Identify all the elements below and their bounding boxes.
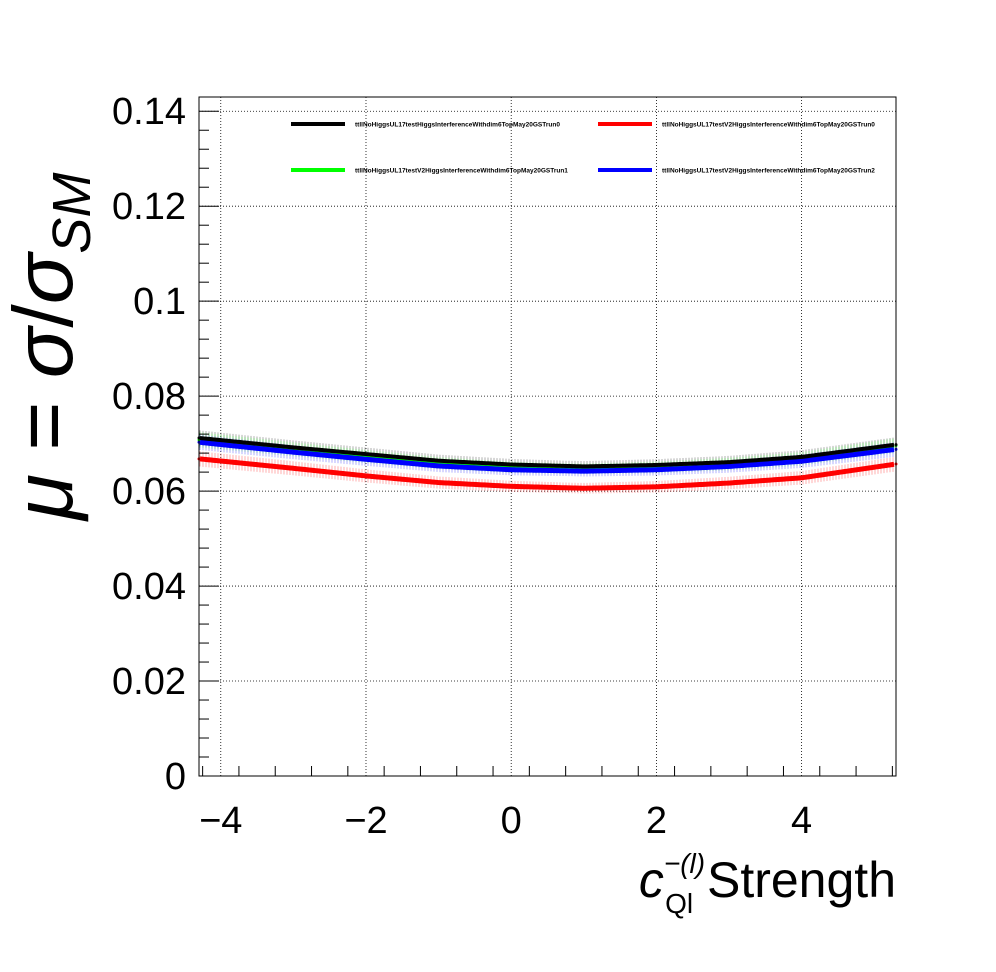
x-tick-label: 2 — [646, 800, 667, 842]
data-point — [800, 455, 804, 459]
y-axis-title-sigma2: σ — [0, 250, 90, 304]
error-bands — [199, 430, 894, 494]
data-point — [364, 474, 368, 478]
legend-label: ttllNoHiggsUL17testHiggsInterferenceWith… — [355, 122, 560, 129]
data-point — [509, 468, 513, 472]
y-axis-title-mu: μ — [0, 474, 90, 522]
data-point — [437, 464, 441, 468]
legend: ttllNoHiggsUL17testHiggsInterferenceWith… — [291, 122, 875, 175]
series-lines — [197, 436, 898, 491]
x-axis-title-subscript: Ql — [665, 888, 693, 919]
data-point — [437, 481, 441, 485]
data-point — [654, 485, 658, 489]
data-point — [509, 463, 513, 467]
y-tick-label: 0.08 — [112, 376, 186, 418]
data-point — [654, 468, 658, 472]
data-point — [654, 463, 658, 467]
series-line — [199, 456, 895, 491]
x-tick-label: −2 — [344, 800, 387, 842]
data-point — [727, 460, 731, 464]
data-point — [582, 464, 586, 468]
y-axis-title-sigma: σ — [0, 324, 90, 378]
data-point — [364, 457, 368, 461]
legend-label: ttllNoHiggsUL17testV2HiggsInterferenceWi… — [662, 168, 875, 175]
y-tick-label: 0.02 — [112, 661, 186, 703]
x-tick-labels: −4 −2 0 2 4 — [199, 800, 812, 842]
legend-label: ttllNoHiggsUL17testV2HiggsInterferenceWi… — [662, 122, 875, 129]
data-point — [800, 476, 804, 480]
data-point — [364, 452, 368, 456]
x-axis-title: c−(l) Ql Strength — [639, 848, 896, 919]
grid — [199, 97, 896, 776]
y-axis-title-equals: = — [0, 378, 90, 474]
y-tick-label: 0.14 — [112, 91, 186, 133]
series-line — [199, 439, 895, 474]
y-axis-title-slash: / — [0, 304, 90, 328]
legend-label: ttllNoHiggsUL17testV2HiggsInterferenceWi… — [355, 168, 568, 175]
x-tick-label: −4 — [199, 800, 242, 842]
data-point — [582, 469, 586, 473]
y-axis-title: μ = σ/σSM — [0, 173, 102, 522]
y-tick-label: 0.1 — [133, 281, 186, 323]
y-tick-label: 0 — [165, 756, 186, 798]
y-tick-labels: 0 0.02 0.04 0.06 0.08 0.1 0.12 0.14 — [112, 91, 186, 798]
data-point — [800, 459, 804, 463]
x-tick-label: 0 — [501, 800, 522, 842]
data-point — [727, 481, 731, 485]
x-axis-title-suffix: Strength — [693, 852, 896, 908]
x-axis-title-superscript: −(l) — [664, 848, 705, 879]
axis-ticks — [199, 110, 893, 777]
x-tick-label: 4 — [791, 800, 812, 842]
series-line — [199, 436, 895, 469]
data-point — [291, 450, 295, 454]
x-axis-title-base: c — [639, 852, 664, 908]
y-tick-label: 0.12 — [112, 186, 186, 228]
y-tick-label: 0.06 — [112, 471, 186, 513]
data-point — [291, 466, 295, 470]
data-point — [727, 464, 731, 468]
data-point — [291, 445, 295, 449]
data-point — [509, 484, 513, 488]
plot-frame — [198, 96, 897, 777]
y-tick-label: 0.04 — [112, 566, 186, 608]
y-axis-title-subscript: SM — [42, 173, 102, 254]
data-point — [582, 486, 586, 490]
data-point — [437, 459, 441, 463]
